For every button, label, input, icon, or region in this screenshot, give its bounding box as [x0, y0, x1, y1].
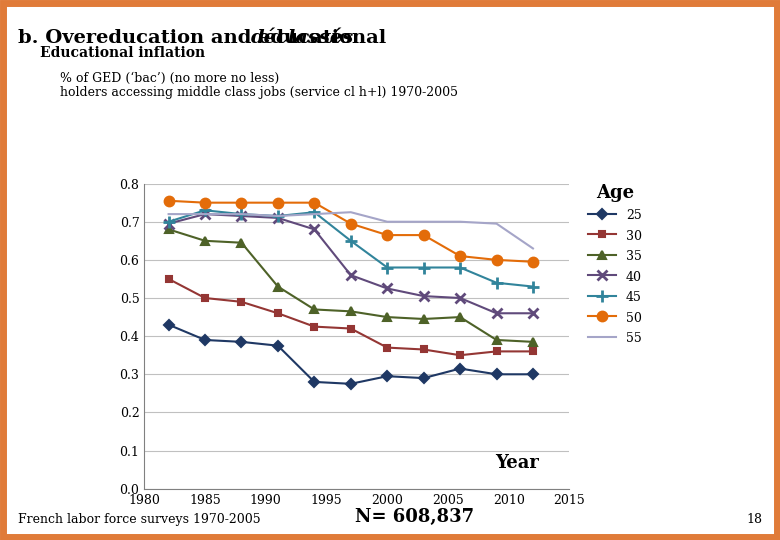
- 50: [273, 199, 282, 206]
- 30: [237, 299, 246, 305]
- 55: [164, 211, 173, 217]
- 40: [310, 226, 319, 233]
- 25: [237, 339, 246, 345]
- Text: holders accessing middle class jobs (service cl h+l) 1970-2005: holders accessing middle class jobs (ser…: [60, 86, 458, 99]
- 40: [200, 211, 210, 217]
- Text: N= 608,837: N= 608,837: [356, 508, 474, 526]
- 30: [528, 348, 537, 355]
- 40: [419, 293, 428, 299]
- 35: [382, 314, 392, 320]
- 40: [164, 220, 173, 227]
- 55: [346, 209, 356, 215]
- 50: [492, 256, 502, 263]
- 30: [382, 345, 392, 351]
- 25: [528, 371, 537, 377]
- 35: [492, 337, 502, 343]
- Text: Educational inflation: Educational inflation: [40, 46, 205, 60]
- 55: [492, 220, 502, 227]
- 55: [382, 219, 392, 225]
- 45: [310, 209, 319, 215]
- 25: [164, 321, 173, 328]
- 40: [456, 295, 465, 301]
- 50: [164, 198, 173, 204]
- 50: [528, 259, 537, 265]
- 25: [382, 373, 392, 380]
- 55: [310, 211, 319, 217]
- 25: [310, 379, 319, 385]
- 30: [456, 352, 465, 359]
- 35: [346, 308, 356, 315]
- 35: [164, 226, 173, 233]
- 40: [528, 310, 537, 316]
- 55: [273, 213, 282, 219]
- Text: French labor force surveys 1970-2005: French labor force surveys 1970-2005: [18, 513, 261, 526]
- 25: [419, 375, 428, 381]
- Text: % of GED (‘bac’) (no more no less): % of GED (‘bac’) (no more no less): [60, 72, 279, 85]
- 55: [528, 245, 537, 252]
- 40: [492, 310, 502, 316]
- 25: [456, 366, 465, 372]
- 55: [200, 211, 210, 217]
- 45: [346, 238, 356, 244]
- 50: [382, 232, 392, 238]
- Legend: 25, 30, 35, 40, 45, 50, 55: 25, 30, 35, 40, 45, 50, 55: [588, 184, 642, 345]
- 30: [346, 325, 356, 332]
- 30: [492, 348, 502, 355]
- Line: 35: 35: [165, 225, 537, 346]
- 40: [382, 285, 392, 292]
- 55: [237, 211, 246, 217]
- 45: [456, 264, 465, 271]
- Line: 40: 40: [164, 209, 538, 318]
- Line: 45: 45: [163, 205, 538, 292]
- 45: [237, 211, 246, 217]
- 50: [237, 199, 246, 206]
- 45: [164, 219, 173, 225]
- Line: 30: 30: [165, 275, 537, 359]
- 25: [492, 371, 502, 377]
- 55: [456, 219, 465, 225]
- 30: [419, 346, 428, 353]
- Line: 50: 50: [164, 196, 538, 267]
- 40: [273, 215, 282, 221]
- 40: [346, 272, 356, 279]
- 35: [528, 339, 537, 345]
- Text: déclassés: déclassés: [250, 29, 354, 47]
- 45: [492, 280, 502, 286]
- 35: [273, 284, 282, 290]
- 25: [346, 381, 356, 387]
- Text: b. Overeducation and educational: b. Overeducation and educational: [18, 29, 393, 47]
- 25: [273, 342, 282, 349]
- 45: [419, 264, 428, 271]
- 35: [237, 239, 246, 246]
- 55: [419, 219, 428, 225]
- 45: [200, 207, 210, 213]
- 30: [310, 323, 319, 330]
- 45: [528, 284, 537, 290]
- Line: 55: 55: [168, 212, 533, 248]
- 35: [200, 238, 210, 244]
- Text: 18: 18: [746, 513, 762, 526]
- 30: [273, 310, 282, 316]
- 50: [346, 220, 356, 227]
- 30: [164, 276, 173, 282]
- 35: [456, 314, 465, 320]
- Line: 25: 25: [165, 321, 537, 387]
- 35: [419, 316, 428, 322]
- 50: [200, 199, 210, 206]
- Text: Year: Year: [495, 454, 539, 471]
- 35: [310, 306, 319, 313]
- 30: [200, 295, 210, 301]
- 50: [419, 232, 428, 238]
- 25: [200, 337, 210, 343]
- 50: [310, 199, 319, 206]
- 45: [273, 213, 282, 219]
- 50: [456, 253, 465, 259]
- 45: [382, 264, 392, 271]
- 40: [237, 213, 246, 219]
